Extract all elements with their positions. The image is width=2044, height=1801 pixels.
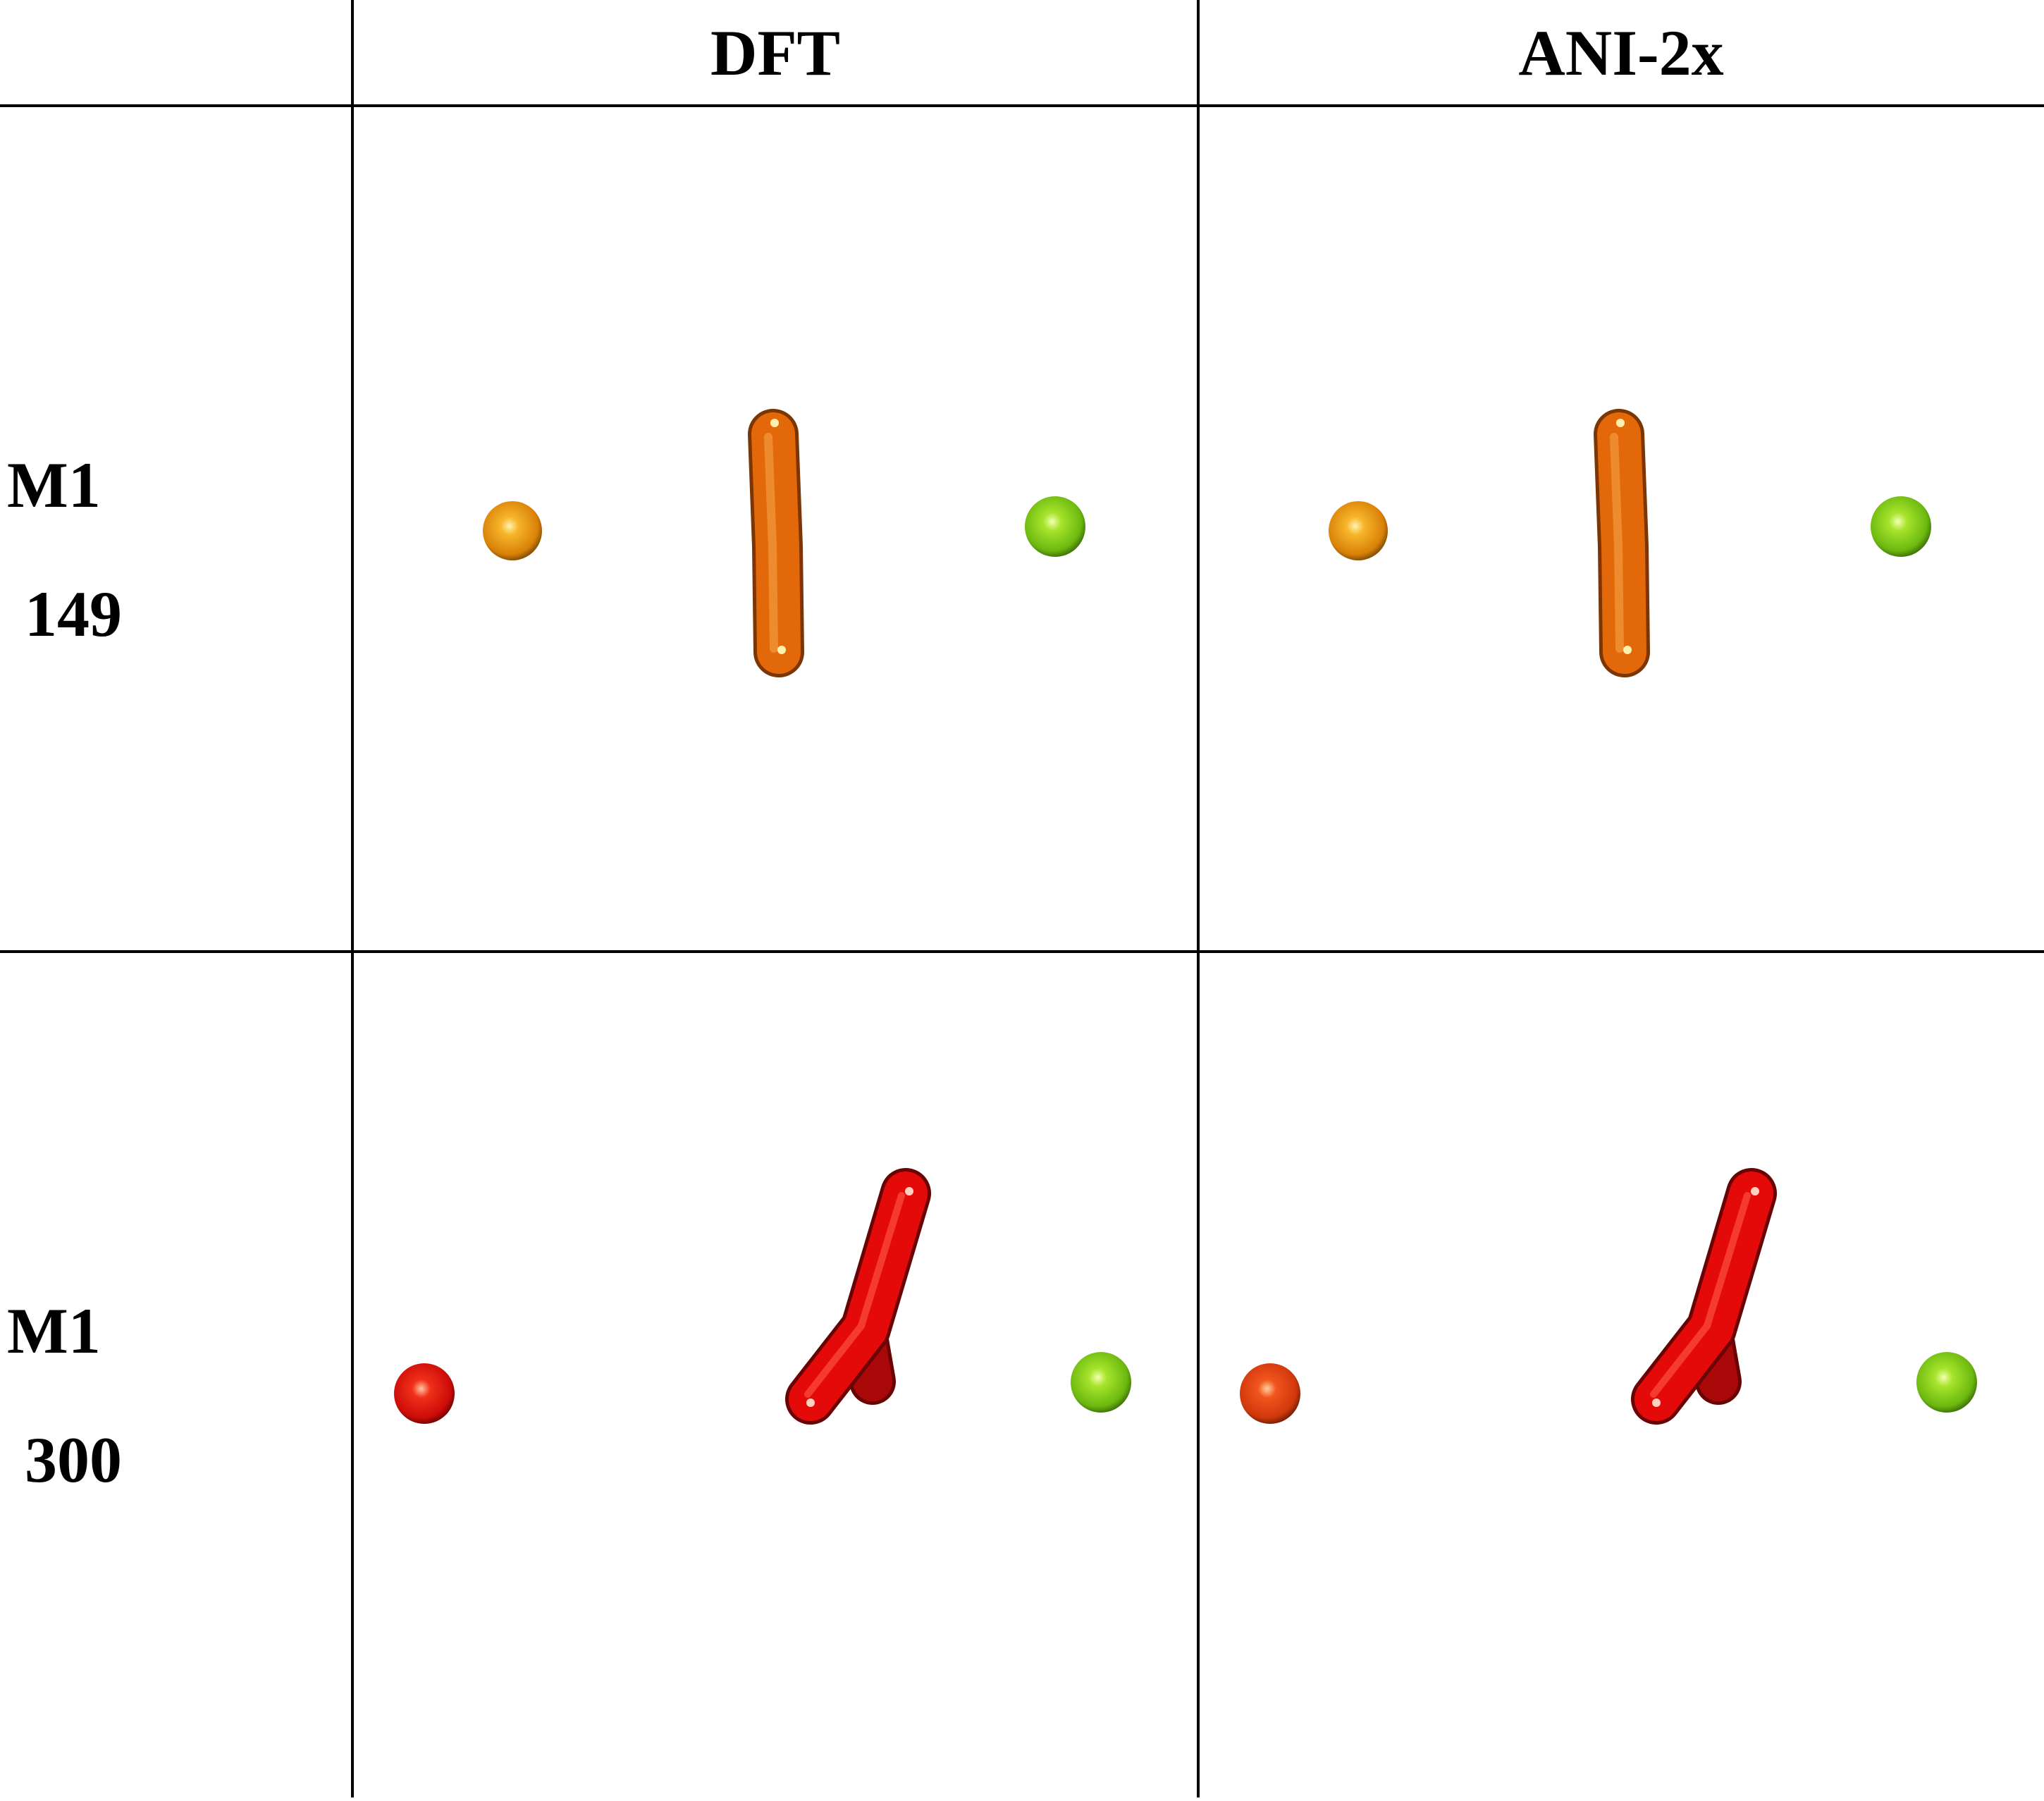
cell-m1-300-dft bbox=[394, 1168, 1131, 1425]
green-atom-sphere bbox=[1916, 1352, 1977, 1413]
orange-atom-sphere bbox=[1329, 501, 1388, 560]
column-header-dft: DFT bbox=[710, 17, 840, 89]
red-bond-stick bbox=[785, 1168, 931, 1425]
green-atom-sphere bbox=[1071, 1352, 1131, 1413]
row-label-2: M1 300 bbox=[0, 1295, 352, 1492]
cell-m1-300-ani2x bbox=[1240, 1168, 1977, 1425]
cell-m1-149-ani2x bbox=[1329, 409, 1931, 677]
row-label-value: 300 bbox=[25, 1424, 122, 1496]
green-atom-sphere bbox=[1871, 496, 1931, 557]
orange-bond-stick bbox=[748, 409, 804, 677]
row-label-value: 149 bbox=[25, 578, 122, 650]
orange-bond-stick bbox=[1594, 409, 1650, 677]
cell-m1-149-dft bbox=[483, 409, 1085, 677]
green-atom-sphere bbox=[1025, 496, 1085, 557]
row-label-1: M1 149 bbox=[0, 449, 352, 646]
orange-atom-sphere bbox=[483, 501, 542, 560]
row-label-name: M1 bbox=[7, 449, 101, 521]
red-orange-atom-sphere bbox=[1240, 1363, 1300, 1424]
row-label-name: M1 bbox=[7, 1295, 101, 1367]
red-atom-sphere bbox=[394, 1363, 455, 1424]
column-header-ani-2x: ANI-2x bbox=[1518, 17, 1724, 89]
red-bond-stick bbox=[1631, 1168, 1777, 1425]
